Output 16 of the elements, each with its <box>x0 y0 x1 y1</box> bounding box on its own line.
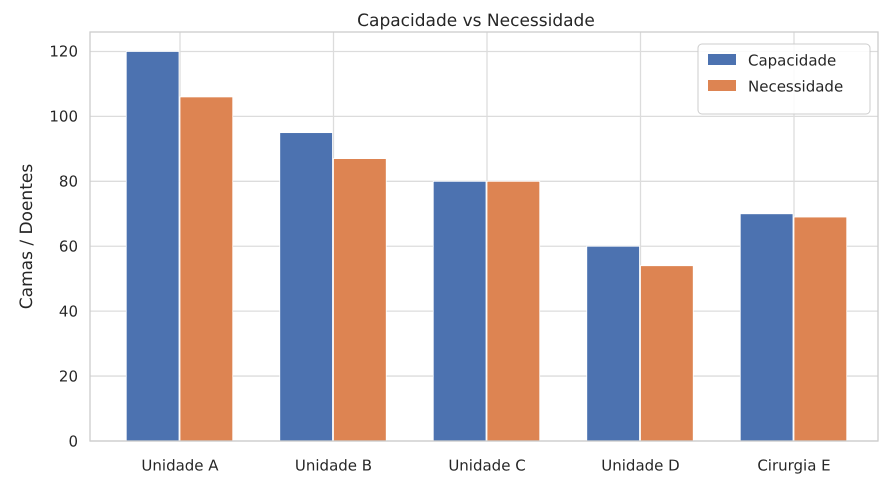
y-tick-label: 20 <box>58 367 78 386</box>
chart-title: Capacidade vs Necessidade <box>357 11 595 31</box>
y-tick-label: 100 <box>49 108 78 126</box>
x-tick-label: Unidade B <box>294 456 372 474</box>
x-tick-label: Unidade A <box>141 456 220 474</box>
y-tick-label: 120 <box>49 42 78 61</box>
legend-label: Necessidade <box>748 77 844 96</box>
y-tick-label: 60 <box>58 237 78 256</box>
y-axis-title: Camas / Doentes <box>17 164 37 310</box>
legend-label: Capacidade <box>748 51 836 70</box>
y-tick-label: 80 <box>58 172 78 191</box>
x-tick-label: Unidade D <box>601 456 680 474</box>
x-tick-label: Unidade C <box>448 456 526 474</box>
x-tick-label: Cirurgia E <box>757 456 831 474</box>
y-tick-label: 40 <box>58 302 78 320</box>
y-tick-label: 0 <box>68 432 78 450</box>
